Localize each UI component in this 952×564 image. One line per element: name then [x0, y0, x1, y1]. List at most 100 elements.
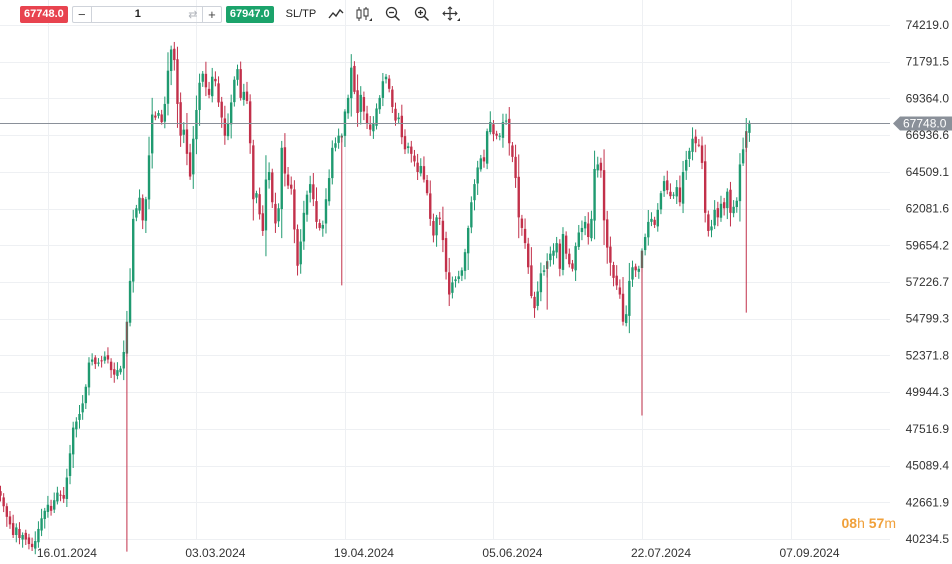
zoom-out-icon[interactable]: [384, 4, 403, 24]
candle-down: [30, 537, 34, 551]
candle-body: [264, 179, 268, 231]
candle-body: [435, 217, 438, 236]
swap-icon[interactable]: ⇄: [188, 8, 198, 21]
candle-body: [378, 97, 381, 110]
candle-down: [365, 105, 369, 130]
candle-up: [97, 358, 100, 367]
candle-body: [248, 101, 252, 144]
candle-up: [68, 444, 72, 485]
candle-up: [726, 188, 729, 220]
candle-body: [429, 193, 432, 219]
candle-body: [530, 265, 533, 297]
candle-body: [369, 124, 372, 130]
candlestick-type-icon[interactable]: [355, 4, 374, 24]
candle-up: [624, 305, 628, 327]
candle-body: [255, 193, 258, 198]
candle-body: [381, 81, 385, 98]
sltp-button[interactable]: SL/TP: [285, 8, 317, 20]
candle-up: [593, 150, 596, 240]
candle-body: [691, 138, 694, 152]
candle-body: [710, 226, 713, 231]
candle-body: [438, 217, 441, 219]
candle-down: [18, 522, 21, 545]
candle-up: [182, 122, 185, 144]
candle-down: [141, 194, 144, 230]
candle-body: [277, 208, 280, 222]
candle-down: [261, 205, 264, 236]
candle-up: [46, 495, 50, 518]
candle-body: [334, 143, 337, 148]
candle-body: [634, 266, 637, 271]
candle-body: [359, 94, 362, 112]
candle-body: [65, 477, 69, 499]
candle-body: [138, 197, 141, 211]
candle-down: [239, 61, 242, 101]
candle-down: [697, 138, 701, 148]
candle-body: [549, 253, 552, 261]
candle-body: [707, 214, 710, 231]
candle-body: [536, 291, 539, 306]
candle-up: [78, 405, 81, 429]
candle-body: [56, 492, 59, 502]
candle-up: [302, 200, 306, 250]
candle-down: [694, 129, 697, 153]
candle-body: [495, 133, 498, 136]
candle-down: [207, 81, 211, 99]
candle-countdown-timer: 08h 57m: [841, 515, 896, 531]
candle-body: [476, 167, 479, 184]
candle-body: [21, 534, 24, 540]
candle-down: [296, 224, 299, 276]
candle-body: [305, 194, 309, 215]
zoom-in-icon[interactable]: [413, 4, 432, 24]
candle-body: [144, 199, 148, 221]
candle-down: [62, 486, 65, 503]
candle-body: [501, 122, 505, 138]
candle-body: [504, 120, 508, 122]
y-tick-label: 57226.7: [906, 275, 950, 289]
candle-down: [274, 192, 277, 233]
sell-price-button[interactable]: 67748.0: [20, 5, 68, 23]
candle-up: [470, 196, 473, 234]
candle-up: [710, 219, 713, 238]
candle-up: [122, 340, 125, 381]
candle-body: [533, 296, 536, 309]
candle-body: [631, 267, 634, 280]
candle-body: [555, 243, 558, 253]
candle-body: [748, 122, 751, 133]
candle-body: [593, 168, 596, 221]
buy-price-button[interactable]: 67947.0: [225, 5, 274, 23]
quantity-input[interactable]: 1: [134, 8, 141, 20]
candle-up: [675, 180, 678, 204]
candle-up: [659, 190, 663, 215]
candle-body: [372, 123, 375, 132]
candle-body: [643, 237, 647, 251]
candle-down: [716, 201, 720, 227]
candle-body: [239, 69, 242, 98]
candle-down: [154, 111, 157, 121]
candle-body: [132, 218, 135, 282]
candle-up: [574, 242, 577, 281]
candle-body: [498, 135, 501, 137]
candle-up: [583, 216, 587, 236]
candle-body: [223, 118, 227, 136]
candle-up: [34, 531, 37, 555]
candle-down: [403, 129, 407, 155]
candle-body: [587, 223, 590, 238]
candle-body: [400, 115, 404, 138]
candle-body: [106, 355, 110, 360]
crosshair-move-icon[interactable]: [441, 4, 460, 24]
decrease-quantity-button[interactable]: −: [73, 6, 92, 22]
candle-up: [346, 94, 350, 119]
candle-up: [435, 214, 438, 247]
candle-up: [741, 137, 745, 166]
candle-body: [0, 491, 2, 496]
candle-up: [590, 210, 593, 242]
line-chart-icon[interactable]: [326, 4, 345, 24]
candle-body: [482, 157, 486, 162]
increase-quantity-button[interactable]: +: [201, 6, 221, 22]
candle-down: [612, 261, 615, 287]
candle-up: [350, 54, 353, 117]
candle-body: [49, 505, 53, 511]
quantity-stepper[interactable]: − 1 ⇄ +: [71, 5, 222, 23]
